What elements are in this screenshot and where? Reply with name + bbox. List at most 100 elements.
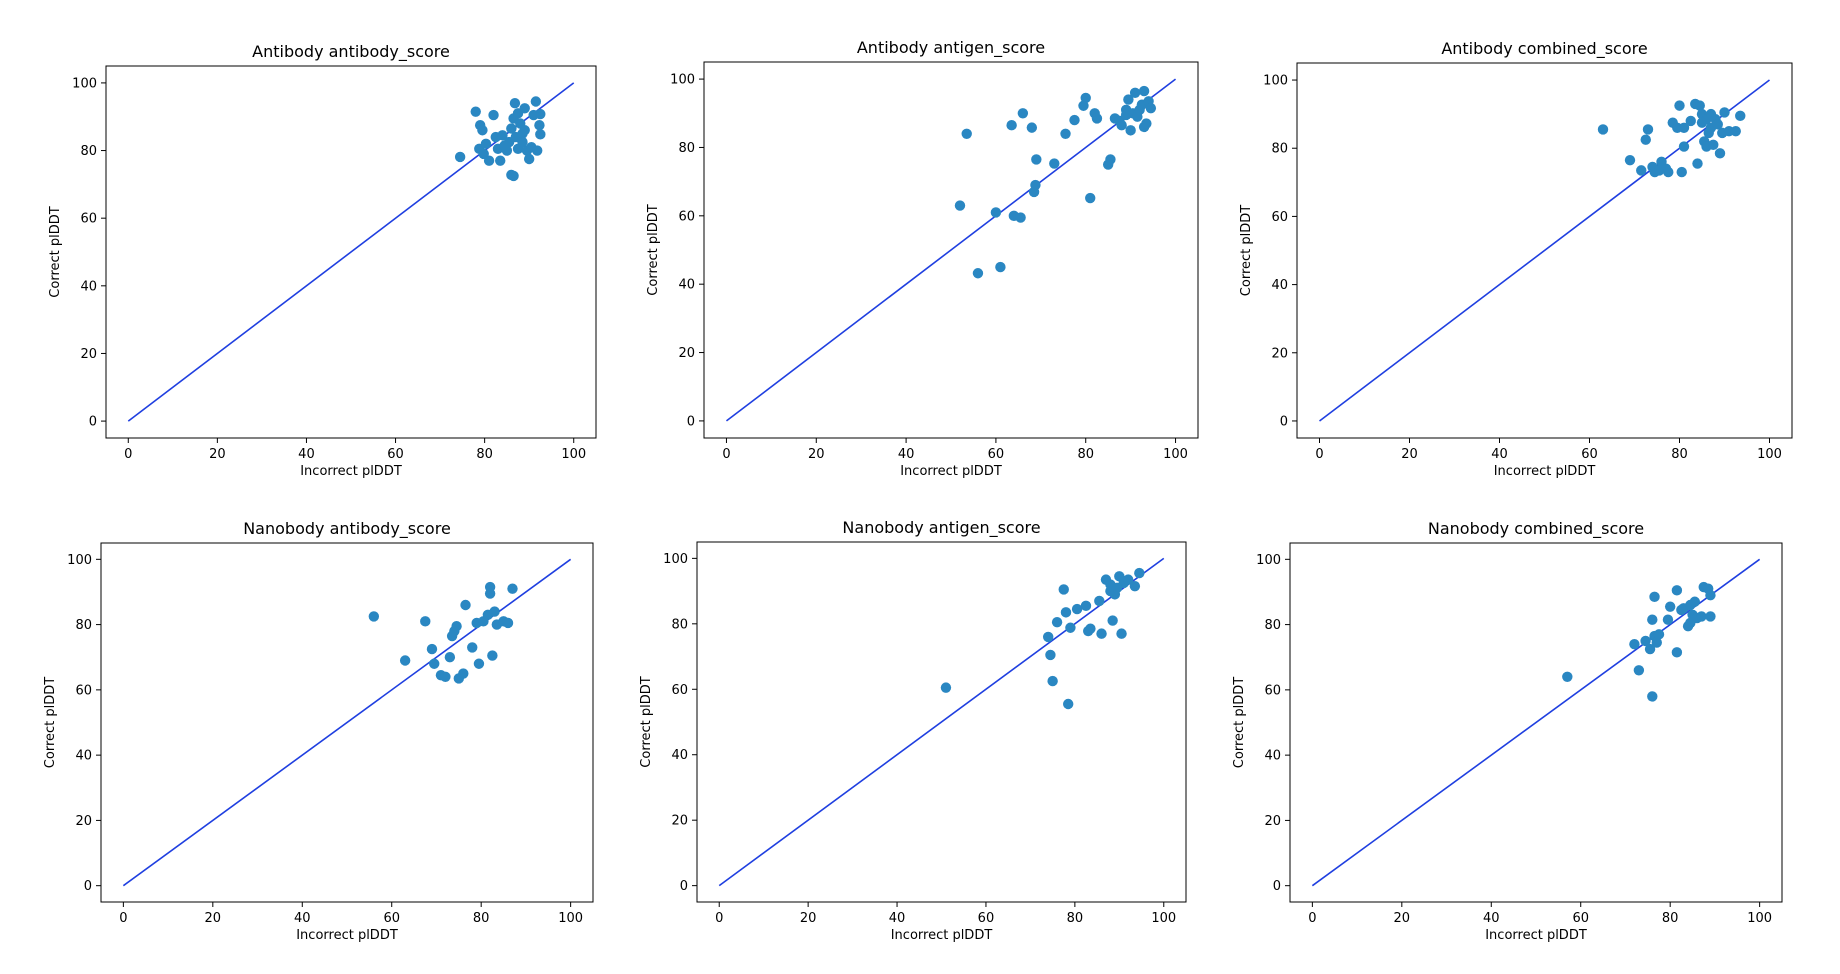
chart-4-point-1 — [1042, 631, 1054, 643]
chart-5-plot-frame — [1289, 542, 1783, 903]
chart-2-point-13 — [1674, 100, 1685, 111]
chart-2-point-31 — [1714, 148, 1726, 159]
chart-3-point-21 — [487, 650, 498, 661]
chart-5-point-20 — [1689, 596, 1700, 607]
chart-4-point-23 — [1123, 574, 1134, 585]
chart-5-x-tick-label-2: 40 — [1483, 911, 1500, 926]
chart-1-point-30 — [1129, 87, 1141, 98]
chart-2-point-28 — [1708, 139, 1719, 151]
chart-3-title: Nanobody antibody_score — [243, 519, 451, 539]
chart-5-x-tick-label-3: 60 — [1572, 911, 1589, 926]
chart-3-y-axis-label: Correct plDDT — [43, 677, 58, 768]
chart-4-point-25 — [1134, 567, 1145, 579]
chart-4-x-tick-label-1: 20 — [800, 911, 817, 926]
chart-2-point-1 — [1624, 154, 1636, 166]
chart-0-point-0 — [454, 151, 466, 163]
chart-2-point-14 — [1676, 166, 1687, 178]
chart-3-point-14 — [467, 642, 478, 653]
chart-4-y-tick-label-3: 60 — [671, 683, 688, 698]
chart-1-point-11 — [1030, 179, 1041, 191]
chart-3-point-16 — [473, 658, 485, 669]
chart-4-point-14 — [1096, 628, 1107, 639]
chart-5-reference-line — [1311, 558, 1761, 887]
chart-0-x-tick-label-4: 80 — [476, 447, 493, 462]
chart-5-y-axis-label: Correct plDDT — [1232, 677, 1247, 768]
chart-4-point-21 — [1116, 628, 1127, 639]
chart-4-y-tick-label-0: 0 — [680, 879, 688, 894]
chart-1-point-13 — [1049, 158, 1060, 169]
chart-2-point-10 — [1663, 166, 1674, 178]
chart-5-y-tick-label-3: 60 — [1264, 683, 1281, 698]
chart-5-point-9 — [1651, 637, 1662, 648]
chart-5-point-25 — [1705, 590, 1716, 601]
chart-3-x-axis-label: Incorrect plDDT — [296, 928, 398, 943]
chart-1-point-39 — [1120, 109, 1132, 121]
chart-0-title: Antibody antibody_score — [252, 42, 450, 62]
chart-1-point-15 — [1069, 114, 1080, 126]
chart-2-point-35 — [1730, 125, 1741, 137]
chart-5-point-7 — [1649, 591, 1660, 603]
chart-2-y-tick-label-0: 0 — [1280, 414, 1288, 429]
chart-4-point-13 — [1094, 595, 1105, 607]
chart-1-x-tick-label-5: 100 — [1163, 447, 1188, 462]
chart-1-point-34 — [1138, 85, 1150, 97]
chart-1-point-9 — [1026, 122, 1038, 133]
chart-4-x-tick-label-0: 0 — [715, 911, 723, 926]
chart-2-y-tick-label-5: 100 — [1263, 74, 1288, 89]
chart-0-point-7 — [483, 155, 495, 166]
chart-1-point-38 — [1145, 102, 1157, 114]
chart-2-point-4 — [1642, 124, 1654, 135]
panel-nanobody-antigen-score: Nanobody antigen_score 0 20 40 60 80 100 0 20 40 6… — [600, 487, 1200, 967]
chart-3-plot-frame — [100, 542, 594, 903]
chart-4-y-tick-label-1: 20 — [671, 814, 688, 829]
chart-5-point-14 — [1671, 647, 1683, 658]
chart-1-y-tick-label-5: 100 — [670, 73, 695, 88]
chart-1-point-7 — [1015, 212, 1026, 223]
chart-0-point-12 — [497, 130, 508, 141]
chart-0-y-tick-label-4: 80 — [80, 144, 97, 159]
chart-4-x-tick-label-3: 60 — [978, 911, 995, 926]
chart-3-point-7 — [444, 652, 456, 663]
chart-1-point-14 — [1060, 128, 1071, 139]
chart-1-point-4 — [995, 261, 1006, 273]
scatter-chart-antibody-combined-score: Antibody combined_score 0 20 40 60 80 100 0 20 40… — [1239, 39, 1793, 479]
chart-4-point-12 — [1085, 623, 1096, 634]
chart-3-y-tick-label-5: 100 — [67, 553, 92, 568]
chart-1-x-tick-label-3: 60 — [988, 447, 1005, 462]
chart-4-reference-line — [718, 557, 1165, 887]
panel-antibody-combined-score: Antibody combined_score 0 20 40 60 80 100 0 20 40… — [1200, 0, 1800, 480]
scatter-chart-antibody-antigen-score: Antibody antigen_score 0 20 40 60 80 100 0 20 40 6… — [646, 38, 1199, 479]
chart-3-point-0 — [368, 611, 380, 622]
chart-2-title: Antibody combined_score — [1441, 39, 1647, 59]
chart-0-point-27 — [519, 125, 530, 136]
chart-1-point-28 — [1125, 125, 1136, 136]
chart-3-x-tick-label-4: 80 — [473, 911, 490, 926]
chart-0-point-34 — [534, 119, 545, 131]
chart-0-point-6 — [480, 138, 492, 149]
chart-1-point-0 — [954, 200, 966, 211]
panel-antibody-antibody-score: Antibody antibody_score 0 20 40 60 80 100 0 20 40… — [0, 0, 600, 480]
chart-0-x-tick-label-2: 40 — [298, 447, 315, 462]
chart-4-y-tick-label-4: 80 — [671, 617, 688, 632]
chart-0-y-tick-label-3: 60 — [80, 212, 97, 227]
chart-0-y-axis-label: Correct plDDT — [48, 206, 63, 297]
chart-0-plot-frame — [105, 65, 597, 439]
chart-4-point-8 — [1065, 622, 1076, 633]
chart-0-x-axis-label: Incorrect plDDT — [300, 464, 402, 479]
chart-1-title: Antibody antigen_score — [857, 38, 1045, 58]
chart-5-y-tick-label-2: 40 — [1264, 749, 1281, 764]
chart-1-point-27 — [1123, 94, 1134, 105]
chart-3-point-13 — [460, 599, 471, 611]
chart-3-y-tick-label-4: 80 — [75, 618, 92, 633]
chart-0-y-tick-label-2: 40 — [80, 279, 97, 294]
chart-4-point-3 — [1047, 675, 1058, 687]
chart-1-point-16 — [1078, 100, 1089, 111]
chart-0-point-26 — [519, 103, 530, 114]
chart-1-point-8 — [1017, 108, 1029, 119]
chart-0-point-3 — [477, 125, 488, 136]
chart-5-x-tick-label-0: 0 — [1308, 911, 1316, 926]
chart-0-x-tick-label-5: 100 — [561, 447, 586, 462]
chart-5-point-4 — [1644, 643, 1656, 655]
chart-5-x-tick-label-5: 100 — [1747, 911, 1772, 926]
panel-nanobody-antibody-score: Nanobody antibody_score 0 20 40 60 80 100 0 20 40… — [0, 487, 600, 967]
